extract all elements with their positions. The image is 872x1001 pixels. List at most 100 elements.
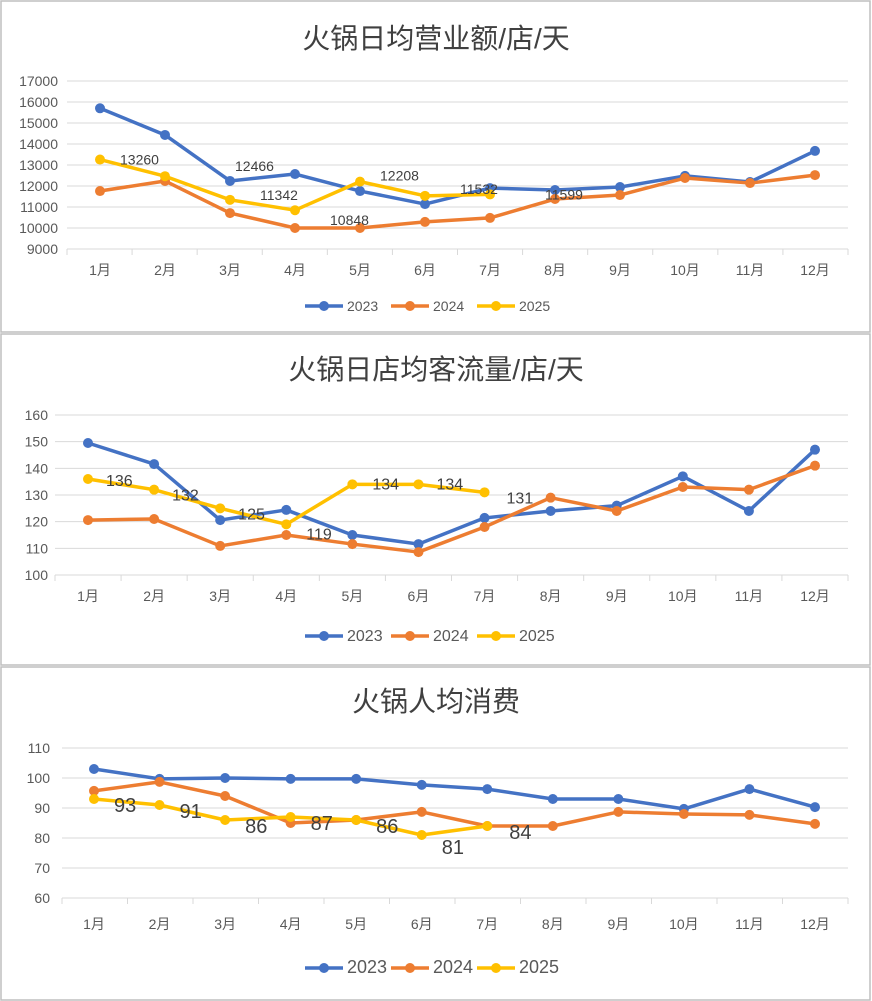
data-point-2023 bbox=[615, 182, 625, 193]
data-point-2024 bbox=[89, 785, 99, 796]
series-line-2024 bbox=[99, 173, 816, 230]
data-point-2023 bbox=[281, 504, 292, 515]
data-point-2023 bbox=[160, 129, 170, 140]
y-tick-label: 10000 bbox=[19, 220, 58, 236]
data-label: 132 bbox=[172, 488, 199, 505]
data-point-2023 bbox=[613, 794, 624, 804]
legend-marker-2023 bbox=[319, 963, 329, 973]
x-tick-label: 9月 bbox=[609, 262, 631, 278]
data-label: 131 bbox=[507, 490, 534, 507]
data-point-2024 bbox=[83, 515, 93, 526]
x-tick-label: 5月 bbox=[345, 916, 367, 932]
x-tick-label: 1月 bbox=[77, 588, 99, 604]
x-tick-label: 10月 bbox=[669, 916, 699, 932]
data-label: 10848 bbox=[330, 212, 369, 228]
legend-label: 2025 bbox=[519, 628, 555, 645]
data-label: 134 bbox=[372, 476, 399, 493]
chart-panel-1: 火锅日均营业额/店/天 9000 10000 11000 12000 13000 14000… bbox=[0, 0, 871, 333]
x-tick-label: 8月 bbox=[544, 262, 566, 278]
x-tick-label: 4月 bbox=[275, 588, 297, 604]
x-tick-label: 3月 bbox=[214, 916, 236, 932]
data-point-2023 bbox=[413, 539, 424, 550]
x-tick-label: 8月 bbox=[540, 588, 562, 604]
data-point-2023 bbox=[810, 444, 820, 455]
x-tick-label: 11月 bbox=[735, 588, 764, 604]
x-tick-label: 6月 bbox=[414, 262, 436, 278]
data-point-2024 bbox=[220, 791, 231, 801]
x-tick-label: 2月 bbox=[154, 262, 176, 278]
data-point-2024 bbox=[611, 506, 622, 516]
data-point-2024 bbox=[355, 223, 365, 233]
data-point-2025 bbox=[355, 176, 365, 187]
data-point-2024 bbox=[615, 190, 625, 201]
series-line-2023 bbox=[93, 767, 816, 811]
series-line-2024 bbox=[93, 780, 816, 828]
legend-label: 2023 bbox=[347, 628, 383, 645]
x-tick-label: 10月 bbox=[670, 262, 700, 278]
data-point-2023 bbox=[355, 186, 365, 197]
y-tick-label: 17000 bbox=[19, 73, 58, 89]
data-point-2025 bbox=[351, 815, 362, 825]
y-tick-label: 13000 bbox=[19, 157, 58, 173]
data-label: 12466 bbox=[235, 158, 274, 174]
data-label: 119 bbox=[306, 526, 332, 543]
data-point-2024 bbox=[420, 216, 430, 227]
data-label: 84 bbox=[509, 822, 531, 844]
data-label: 11342 bbox=[260, 187, 298, 203]
x-tick-label: 5月 bbox=[341, 588, 363, 604]
data-label: 11532 bbox=[460, 181, 498, 197]
data-point-2025 bbox=[420, 190, 430, 201]
data-label: 134 bbox=[436, 476, 463, 493]
x-tick-label: 7月 bbox=[479, 262, 501, 278]
data-point-2023 bbox=[420, 199, 430, 210]
data-point-2023 bbox=[416, 779, 427, 790]
x-tick-label: 10月 bbox=[668, 588, 698, 604]
y-tick-label: 14000 bbox=[19, 136, 58, 152]
data-point-2024 bbox=[154, 776, 165, 787]
data-point-2025 bbox=[215, 503, 226, 514]
y-tick-label: 60 bbox=[34, 890, 50, 906]
data-point-2023 bbox=[547, 794, 558, 804]
data-point-2024 bbox=[347, 539, 358, 550]
legend-label: 2025 bbox=[519, 957, 559, 977]
data-point-2024 bbox=[413, 547, 424, 558]
x-tick-label: 1月 bbox=[89, 262, 111, 278]
data-point-2023 bbox=[479, 512, 490, 523]
x-tick-label: 1月 bbox=[83, 916, 105, 932]
legend-marker-2025 bbox=[491, 963, 501, 973]
x-tick-label: 7月 bbox=[474, 588, 496, 604]
y-tick-label: 12000 bbox=[19, 178, 58, 194]
legend-label: 2024 bbox=[433, 957, 473, 977]
data-point-2024 bbox=[290, 223, 300, 233]
data-point-2024 bbox=[479, 522, 490, 532]
y-tick-label: 160 bbox=[25, 407, 49, 423]
data-point-2025 bbox=[416, 830, 427, 840]
data-point-2025 bbox=[281, 519, 292, 530]
series-line-2023 bbox=[87, 441, 817, 546]
y-tick-label: 120 bbox=[25, 514, 49, 530]
data-point-2023 bbox=[743, 506, 754, 516]
data-point-2024 bbox=[281, 530, 292, 540]
data-point-2023 bbox=[89, 764, 99, 774]
x-tick-label: 2月 bbox=[149, 916, 171, 932]
x-tick-label: 5月 bbox=[349, 262, 371, 278]
data-point-2025 bbox=[479, 487, 490, 498]
legend-marker-2024 bbox=[405, 631, 415, 641]
x-tick-label: 8月 bbox=[542, 916, 564, 932]
chart-title: 火锅日均营业额/店/天 bbox=[302, 23, 570, 54]
data-label: 12208 bbox=[380, 168, 419, 184]
data-point-2023 bbox=[550, 184, 560, 195]
series-line-2024 bbox=[87, 464, 816, 554]
x-tick-label: 12月 bbox=[800, 588, 830, 604]
y-tick-label: 130 bbox=[25, 487, 49, 503]
chart-title: 火锅人均消费 bbox=[352, 686, 520, 717]
data-label: 136 bbox=[106, 473, 133, 490]
data-point-2024 bbox=[547, 821, 558, 831]
y-tick-label: 100 bbox=[27, 770, 51, 786]
data-label: 93 bbox=[114, 795, 136, 817]
legend-marker-2024 bbox=[405, 963, 415, 973]
legend-marker-2023 bbox=[319, 631, 329, 641]
legend-label: 2024 bbox=[433, 298, 464, 314]
y-tick-label: 11000 bbox=[20, 199, 58, 215]
